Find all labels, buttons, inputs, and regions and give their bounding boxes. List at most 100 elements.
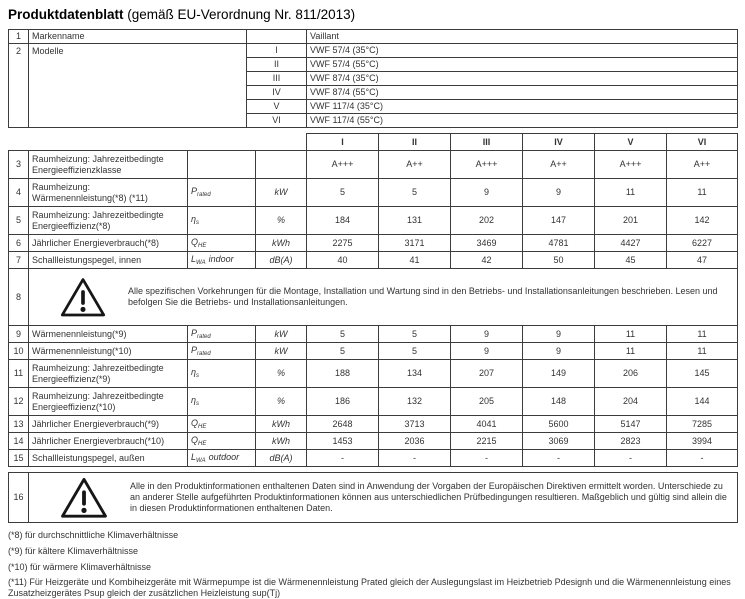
warning-triangle-icon <box>60 277 106 316</box>
model-name: VWF 117/4 (55°C) <box>306 113 738 128</box>
value-cell: 145 <box>666 359 738 388</box>
symbol-cell: Prated <box>187 178 256 207</box>
symbol-cell: LWA indoor <box>187 251 256 269</box>
value-cell: 6227 <box>666 234 738 252</box>
row-label: Jährlicher Energieverbrauch(*9) <box>28 415 188 433</box>
row-label: Wärmenennleistung(*9) <box>28 325 188 343</box>
row-number: 9 <box>8 325 29 343</box>
model-roman: III <box>246 71 307 86</box>
column-header: III <box>450 133 523 151</box>
page-title-regulation: (gemäß EU-Verordnung Nr. 811/2013) <box>127 7 356 22</box>
value-cell: 11 <box>666 178 738 207</box>
row-number: 3 <box>8 150 29 179</box>
column-header: IV <box>522 133 595 151</box>
table-row: 9 Wärmenennleistung(*9) Prated kW 5 5 9 … <box>8 325 738 343</box>
unit-cell: kW <box>255 325 307 343</box>
value-cell: 3713 <box>378 415 451 433</box>
symbol-cell: ηs <box>187 387 256 416</box>
brand-models-table: 1 Markenname Vaillant 2 Modelle I VWF 57… <box>8 29 738 128</box>
value-cell: 5 <box>378 178 451 207</box>
value-cell: - <box>666 449 738 467</box>
row-label: Schallleistungspegel, außen <box>28 449 188 467</box>
symbol-cell: ηs <box>187 359 256 388</box>
value-cell: 11 <box>666 342 738 360</box>
value-cell: 4041 <box>450 415 523 433</box>
value-cell: A++ <box>378 150 451 179</box>
table-row: 13 Jährlicher Energieverbrauch(*9) QHE k… <box>8 415 738 433</box>
unit-cell: % <box>255 359 307 388</box>
footnote: (*10) für wärmere Klimaverhältnisse <box>8 561 152 572</box>
value-cell: 4427 <box>594 234 667 252</box>
value-cell: A+++ <box>306 150 379 179</box>
unit-cell: dB(A) <box>255 449 307 467</box>
value-cell: 5 <box>306 342 379 360</box>
row-label: Jährlicher Energieverbrauch(*10) <box>28 432 188 450</box>
value-cell: 206 <box>594 359 667 388</box>
brand-value: Vaillant <box>306 29 738 44</box>
table-row: 14 Jährlicher Energieverbrauch(*10) QHE … <box>8 432 738 450</box>
value-cell: - <box>306 449 379 467</box>
info-row: 16 Alle in den Produktinformationen enth… <box>8 472 738 523</box>
value-cell: 9 <box>522 325 595 343</box>
value-cell: 134 <box>378 359 451 388</box>
row-label: Schallleistungspegel, innen <box>28 251 188 269</box>
info-table: 16 Alle in den Produktinformationen enth… <box>8 472 738 523</box>
value-cell: 202 <box>450 206 523 235</box>
value-cell: 149 <box>522 359 595 388</box>
row-number: 11 <box>8 359 29 388</box>
unit-cell: % <box>255 206 307 235</box>
brand-label: Markenname <box>28 29 247 44</box>
row-number: 12 <box>8 387 29 416</box>
value-cell: 5147 <box>594 415 667 433</box>
value-cell: 9 <box>522 342 595 360</box>
symbol-cell: LWA outdoor <box>187 449 256 467</box>
column-header: VI <box>666 133 738 151</box>
specifications-table: I II III IV V VI 3 Raumheizung: Jahrezei… <box>8 133 738 467</box>
value-cell: 11 <box>594 325 667 343</box>
table-row: 3 Raumheizung: Jahrezeitbedingte Energie… <box>8 150 738 179</box>
value-cell: - <box>594 449 667 467</box>
symbol-cell: QHE <box>187 415 256 433</box>
value-cell: 2648 <box>306 415 379 433</box>
row-label: Raumheizung: Jahrezeitbedingte Energieef… <box>28 150 188 179</box>
value-cell: 45 <box>594 251 667 269</box>
value-cell: 9 <box>450 325 523 343</box>
row-label: Wärmenennleistung(*10) <box>28 342 188 360</box>
value-cell: 186 <box>306 387 379 416</box>
value-cell: A++ <box>522 150 595 179</box>
column-header: V <box>594 133 667 151</box>
row-number: 15 <box>8 449 29 467</box>
row-number: 13 <box>8 415 29 433</box>
row-number: 14 <box>8 432 29 450</box>
model-roman: V <box>246 99 307 114</box>
info-cell: Alle in den Produktinformationen enthalt… <box>28 472 738 523</box>
unit-cell: kWh <box>255 432 307 450</box>
column-header: I <box>306 133 379 151</box>
row-number: 2 <box>8 43 29 128</box>
model-name: VWF 117/4 (35°C) <box>306 99 738 114</box>
value-cell: 3171 <box>378 234 451 252</box>
value-cell: 41 <box>378 251 451 269</box>
row-label: Raumheizung: Jahrezeitbedingte Energieef… <box>28 206 188 235</box>
value-cell: 205 <box>450 387 523 416</box>
column-header-row: I II III IV V VI <box>9 133 738 151</box>
table-row: 4 Raumheizung: Wärmenennleistung(*8) (*1… <box>8 178 738 207</box>
row-number: 7 <box>8 251 29 269</box>
symbol-cell: Prated <box>187 342 256 360</box>
page-title-bold: Produktdatenblatt <box>8 7 124 22</box>
value-cell: 131 <box>378 206 451 235</box>
ghost-cell <box>256 134 307 151</box>
value-cell: 50 <box>522 251 595 269</box>
table-row: III VWF 87/4 (35°C) <box>9 71 738 86</box>
value-cell: 9 <box>522 178 595 207</box>
model-roman: II <box>246 57 307 72</box>
value-cell: 207 <box>450 359 523 388</box>
models-label: Modelle <box>28 43 247 128</box>
value-cell: 147 <box>522 206 595 235</box>
value-cell: 11 <box>594 178 667 207</box>
table-row: 11 Raumheizung: Jahrezeitbedingte Energi… <box>8 359 738 388</box>
value-cell: 5 <box>306 325 379 343</box>
value-cell: 5 <box>306 178 379 207</box>
value-cell: 2036 <box>378 432 451 450</box>
